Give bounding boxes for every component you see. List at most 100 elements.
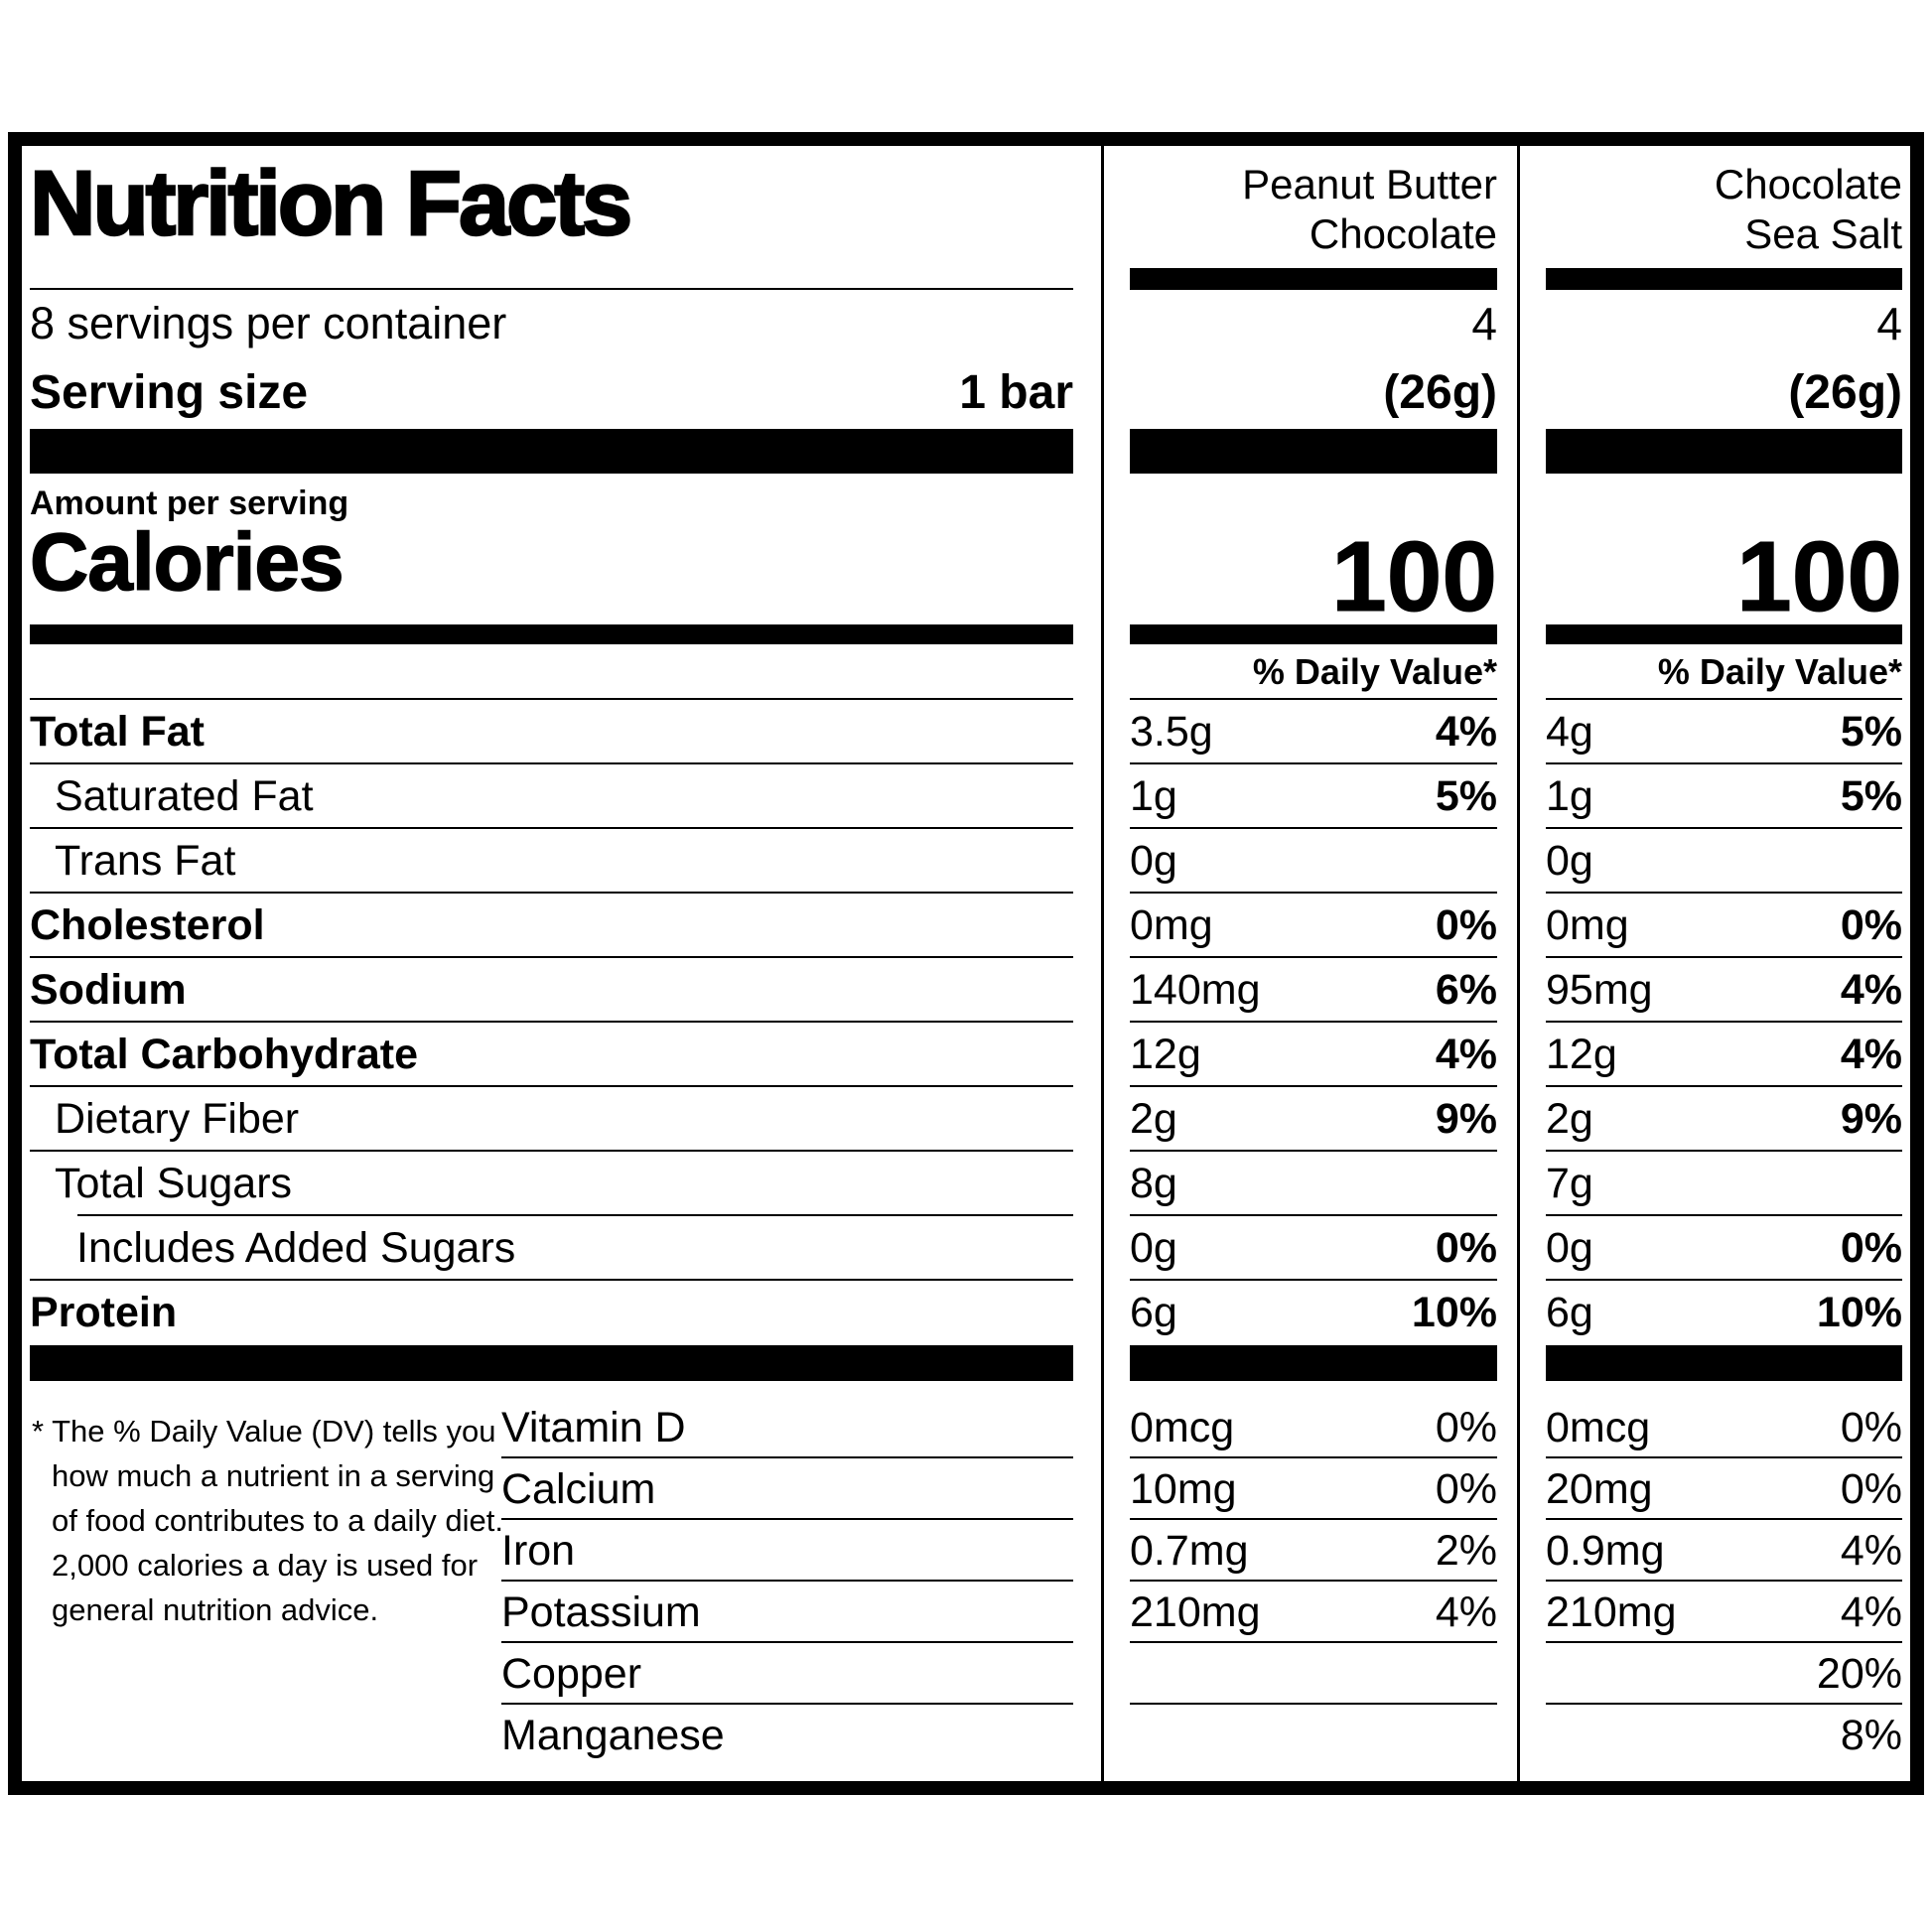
thick-bar-row-2 [22,1345,1910,1381]
nutrition-facts-label: Nutrition Facts Peanut Butter Chocolate … [8,132,1924,1795]
product2-calories-cell: 100 [1517,474,1910,644]
vitamin-p2-vitamin-d: 0mcg 0% [1517,1397,1910,1458]
vitamin-p1-iron: 0.7mg 2% [1101,1520,1517,1582]
nutrient-p1-total-sugars: 8g [1101,1152,1517,1216]
vitamin-name-calcium: Calcium [22,1458,1101,1520]
nutrient-p1-saturated-fat: 1g 5% [1101,764,1517,829]
nutrient-p2-cholesterol: 0mg 0% [1517,894,1910,958]
product2-dv-header-cell: % Daily Value* [1517,644,1910,700]
serving-size-label: Serving size [30,366,309,419]
servings-row: 8 servings per container 4 4 [22,290,1910,356]
vitamin-name-copper: Copper [22,1643,1101,1705]
vitamin-p2-copper: 20% [1517,1643,1910,1705]
nutrient-name-added-sugars: Includes Added Sugars [22,1216,1101,1281]
nutrient-p2-total-sugars: 7g [1517,1152,1910,1216]
vitamin-p1-potassium: 210mg 4% [1101,1582,1517,1643]
product1-name-line2: Chocolate [1309,210,1497,257]
vitamin-p2-manganese: 8% [1517,1705,1910,1766]
vitamin-p1-copper [1101,1643,1517,1705]
divider-bar [1546,624,1902,644]
calories-label: Calories [29,517,345,608]
product1-name-line1: Peanut Butter [1242,161,1497,207]
divider-bar [1546,1345,1902,1381]
product1-calories-value: 100 [1331,521,1498,632]
nutrient-p1-total-fat: 3.5g 4% [1101,700,1517,764]
calories-label-cell: Amount per serving Calories [22,474,1101,644]
serving-size-cell: Serving size 1 bar [22,356,1101,429]
product2-name-line1: Chocolate [1714,161,1902,207]
vitamin-p1-manganese [1101,1705,1517,1766]
nutrient-name-saturated-fat: Saturated Fat [22,764,1101,829]
nutrient-p2-total-carbohydrate: 12g 4% [1517,1023,1910,1087]
product2-name-line2: Sea Salt [1744,210,1902,257]
serving-size-value: 1 bar [959,366,1073,419]
product2-servings-cell: 4 [1517,290,1910,356]
divider-bar [1130,624,1497,644]
nutrient-name-dietary-fiber: Dietary Fiber [22,1087,1101,1152]
vitamin-p1-calcium: 10mg 0% [1101,1458,1517,1520]
product2-dv-header: % Daily Value* [1657,651,1902,692]
daily-value-header-row: % Daily Value* % Daily Value* [22,644,1910,700]
nutrient-p1-total-carbohydrate: 12g 4% [1101,1023,1517,1087]
nutrition-facts-title: Nutrition Facts [29,153,634,254]
product1-calories-cell: 100 [1101,474,1517,644]
product1-servings-value: 4 [1471,297,1497,349]
product2-calories-value: 100 [1736,521,1903,632]
product1-dv-header: % Daily Value* [1252,651,1497,692]
title-cell: Nutrition Facts [22,146,1101,290]
nutrient-p1-trans-fat: 0g [1101,829,1517,894]
divider-bar [1546,429,1902,474]
vitamin-name-manganese: Manganese [501,1711,725,1759]
nutrient-name-total-carbohydrate: Total Carbohydrate [22,1023,1101,1087]
servings-per-container-text: 8 servings per container [30,297,507,348]
product1-serving-weight-cell: (26g) [1101,356,1517,429]
product1-serving-weight: (26g) [1383,366,1497,419]
product1-header-cell: Peanut Butter Chocolate [1101,146,1517,290]
nutrient-p2-trans-fat: 0g [1517,829,1910,894]
vitamin-table: * The % Daily Value (DV) tells you how m… [22,1381,1910,1781]
nutrient-name-total-fat: Total Fat [22,700,1101,764]
product1-name: Peanut Butter Chocolate [1242,160,1497,259]
vitamin-name-potassium: Potassium [22,1582,1101,1643]
nutrient-name-sodium: Sodium [22,958,1101,1023]
nutrient-p1-cholesterol: 0mg 0% [1101,894,1517,958]
nutrient-p2-dietary-fiber: 2g 9% [1517,1087,1910,1152]
product1-dv-header-cell: % Daily Value* [1101,644,1517,700]
nutrient-p2-sodium: 95mg 4% [1517,958,1910,1023]
nutrient-p1-sodium: 140mg 6% [1101,958,1517,1023]
calories-zone: Amount per serving Calories 100 100 [22,474,1910,644]
nutrient-p1-dietary-fiber: 2g 9% [1101,1087,1517,1152]
product2-serving-weight: (26g) [1788,366,1902,419]
nutrient-p2-saturated-fat: 1g 5% [1517,764,1910,829]
nutrient-name-protein: Protein [30,1289,178,1336]
vitamin-p2-potassium: 210mg 4% [1517,1582,1910,1643]
vitamin-name-vitamin-d: Vitamin D [22,1397,1101,1458]
nutrient-table: Total Fat 3.5g 4% 4g 5% Saturated Fat 1g 5%… [22,700,1910,1345]
nutrient-name-total-sugars: Total Sugars [22,1152,1101,1216]
nutrient-p2-protein: 6g 10% [1517,1281,1910,1345]
product1-servings-cell: 4 [1101,290,1517,356]
divider-bar [1130,429,1497,474]
vitamin-p2-calcium: 20mg 0% [1517,1458,1910,1520]
vitamin-p1-vitamin-d: 0mcg 0% [1101,1397,1517,1458]
nutrient-p2-added-sugars: 0g 0% [1517,1216,1910,1281]
serving-size-row: Serving size 1 bar (26g) (26g) [22,356,1910,429]
thick-bar-row [22,429,1910,474]
vitamin-p2-iron: 0.9mg 4% [1517,1520,1910,1582]
nutrient-p1-protein: 6g 10% [1101,1281,1517,1345]
servings-per-container-cell: 8 servings per container [22,290,1101,356]
divider-bar [30,429,1073,474]
nutrient-name-cholesterol: Cholesterol [22,894,1101,958]
divider-bar [1546,268,1902,290]
product2-servings-value: 4 [1876,297,1902,349]
divider-bar [30,624,1073,644]
divider-bar [30,1345,1073,1381]
daily-value-footnote: * The % Daily Value (DV) tells you how m… [32,1414,503,1627]
product2-name: Chocolate Sea Salt [1715,160,1902,259]
nutrient-p2-total-fat: 4g 5% [1517,700,1910,764]
vitamin-name-iron: Iron [22,1520,1101,1582]
amount-per-serving-label: Amount per serving [30,484,349,522]
product2-serving-weight-cell: (26g) [1517,356,1910,429]
divider-bar [1130,1345,1497,1381]
